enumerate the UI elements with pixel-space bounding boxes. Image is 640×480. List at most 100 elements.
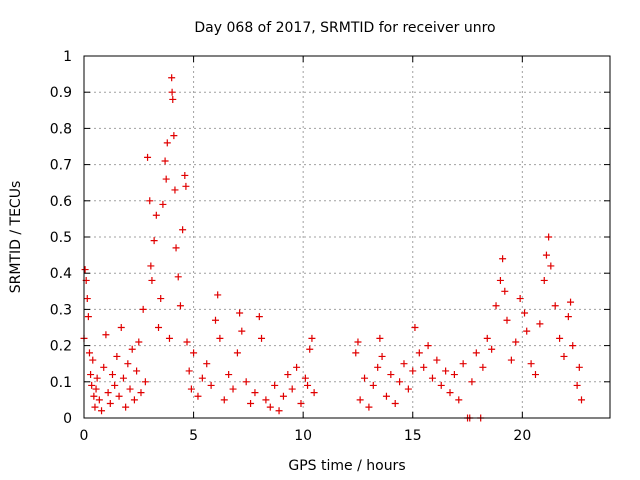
data-point: [512, 338, 520, 346]
data-point: [428, 374, 436, 382]
data-point: [551, 302, 559, 310]
x-tick-label: 15: [404, 428, 422, 444]
data-point: [459, 360, 467, 368]
data-point: [169, 95, 177, 103]
data-point: [374, 363, 382, 371]
data-point: [356, 396, 364, 404]
data-point: [450, 371, 458, 379]
data-point: [523, 327, 531, 335]
data-point: [501, 287, 509, 295]
x-tick-label: 20: [513, 428, 531, 444]
data-point: [172, 244, 180, 252]
data-point: [141, 378, 149, 386]
data-point: [157, 295, 165, 303]
data-point: [98, 407, 106, 415]
data-point: [106, 400, 114, 408]
data-point: [433, 356, 441, 364]
data-point: [124, 360, 132, 368]
data-point: [251, 389, 259, 397]
axis-ticks: [83, 55, 610, 419]
data-point: [203, 360, 211, 368]
data-point: [560, 352, 568, 360]
data-point: [198, 374, 206, 382]
data-point: [354, 338, 362, 346]
data-point: [437, 381, 445, 389]
data-point: [182, 182, 190, 190]
data-point: [279, 392, 287, 400]
data-point: [382, 392, 390, 400]
data-point: [183, 338, 191, 346]
data-point: [455, 396, 463, 404]
data-point: [216, 334, 224, 342]
data-point: [108, 371, 116, 379]
data-point: [446, 389, 454, 397]
data-point: [468, 378, 476, 386]
data-point: [496, 276, 504, 284]
data-point: [304, 381, 312, 389]
data-point: [293, 363, 301, 371]
data-point: [85, 349, 93, 357]
data-point: [152, 211, 160, 219]
data-point: [168, 88, 176, 96]
data-point: [122, 403, 130, 411]
data-point: [516, 295, 524, 303]
data-point: [545, 233, 553, 241]
data-point: [91, 403, 99, 411]
data-point: [567, 298, 575, 306]
x-tick-label: 10: [294, 428, 312, 444]
data-point: [266, 403, 274, 411]
data-point: [104, 389, 112, 397]
data-point: [100, 363, 108, 371]
data-point: [162, 175, 170, 183]
data-point: [262, 396, 270, 404]
data-point: [255, 313, 263, 321]
data-point: [527, 360, 535, 368]
data-point: [87, 371, 95, 379]
data-point: [161, 157, 169, 165]
data-point: [148, 276, 156, 284]
data-point: [179, 226, 187, 234]
y-tick-label: 0.1: [50, 375, 72, 391]
data-point: [400, 360, 408, 368]
data-point: [117, 324, 125, 331]
data-point: [111, 381, 119, 389]
data-point: [190, 349, 198, 357]
data-point: [84, 313, 92, 321]
data-point: [242, 378, 250, 386]
data-point: [507, 356, 515, 364]
chart-title: Day 068 of 2017, SRMTID for receiver unr…: [194, 20, 495, 36]
data-point: [479, 363, 487, 371]
data-point: [165, 334, 173, 342]
data-point: [95, 396, 103, 404]
data-point: [137, 389, 145, 397]
data-point: [144, 153, 152, 161]
data-point: [536, 320, 544, 328]
data-point: [119, 374, 127, 382]
x-tick-label: 5: [189, 428, 198, 444]
data-point: [575, 363, 583, 371]
data-point: [378, 352, 386, 360]
data-point: [92, 385, 100, 393]
data-point: [306, 345, 314, 353]
y-tick-label: 0.7: [50, 158, 72, 174]
data-point: [569, 342, 577, 350]
data-point: [531, 371, 539, 379]
data-point: [521, 309, 529, 317]
data-point: [424, 342, 432, 350]
data-point: [130, 396, 138, 404]
data-point: [352, 349, 360, 357]
data-point: [220, 396, 228, 404]
data-point: [361, 374, 369, 382]
y-tick-label: 0.3: [50, 302, 72, 318]
data-point: [396, 378, 404, 386]
data-point: [499, 255, 507, 263]
data-point: [88, 381, 96, 389]
y-tick-label: 0.5: [50, 230, 72, 246]
y-axis-label: SRMTID / TECUs: [8, 181, 24, 294]
data-point: [170, 132, 178, 140]
data-point: [492, 302, 500, 310]
data-point: [247, 400, 255, 408]
data-point: [214, 291, 222, 299]
data-point: [483, 334, 491, 342]
y-tick-label: 0.8: [50, 121, 72, 137]
